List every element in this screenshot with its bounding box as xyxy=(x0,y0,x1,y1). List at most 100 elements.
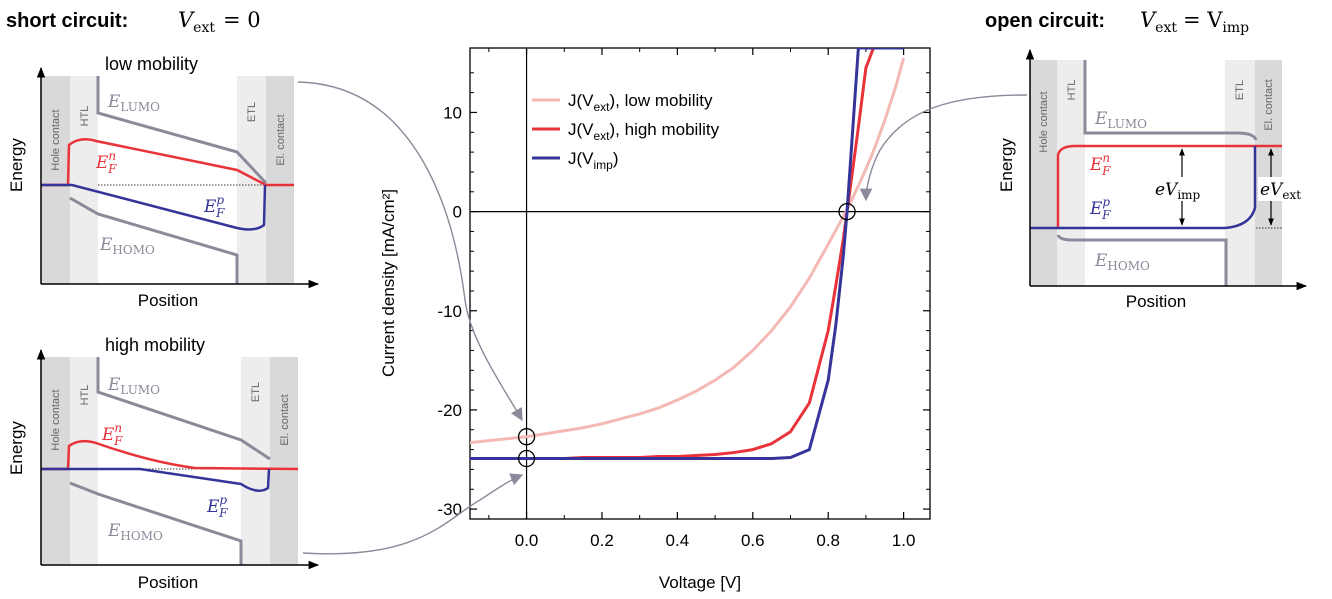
x-tick-label: 0.6 xyxy=(741,531,765,550)
legend-entry: J(Vext), low mobility xyxy=(568,91,713,114)
efn-line xyxy=(41,439,299,471)
band-high-ylabel: Energy xyxy=(7,421,26,475)
efn-label: En F xyxy=(101,421,123,448)
y-tick-label: -10 xyxy=(437,302,462,321)
homo-label: EHOMO xyxy=(1094,251,1150,273)
point-marker xyxy=(517,428,536,446)
efp-label: Ep F xyxy=(203,193,225,220)
band-high-title: high mobility xyxy=(105,335,205,355)
short-circuit-equation: Vext = 0 xyxy=(178,8,261,36)
hole-contact-region xyxy=(41,76,70,284)
etl-region xyxy=(241,357,270,565)
band-open-ylabel: Energy xyxy=(997,138,1016,192)
homo-line xyxy=(1056,234,1228,286)
connector-arrow-low-mobility xyxy=(297,81,523,422)
y-tick-label: -30 xyxy=(437,500,462,519)
open-circuit-title: open circuit: Vext = Vimp xyxy=(985,8,1249,36)
short-circuit-eq-rhs: = 0 xyxy=(223,8,261,32)
series-low-mobility xyxy=(470,57,906,445)
hole-contact-label: Hole contact xyxy=(50,389,62,450)
el-contact-label: El. contact xyxy=(275,114,287,165)
markers xyxy=(517,202,856,468)
efn-label: En F xyxy=(1089,151,1111,178)
point-marker xyxy=(838,202,856,221)
htl-label: HTL xyxy=(79,106,91,127)
short-circuit-label: short circuit: xyxy=(6,10,128,32)
el-contact-label: El. contact xyxy=(279,394,291,445)
lumo-line xyxy=(96,357,271,461)
jv-chart: 0.0 0.2 0.4 0.6 0.8 1.0 -30 -20 -10 0 10 J(Vext),… xyxy=(379,47,931,592)
lumo-line xyxy=(96,76,268,185)
etl-label: ETL xyxy=(250,382,262,402)
band-open-xlabel: Position xyxy=(1126,292,1186,311)
etl-region xyxy=(1225,60,1255,286)
zero-lines xyxy=(470,48,930,519)
band-diagram-high-mobility: Hole contact HTL ETL El. contact high mo… xyxy=(7,335,320,592)
y-tick-label: -20 xyxy=(437,401,462,420)
band-diagram-low-mobility: Hole contact HTL ETL El. contact low mob… xyxy=(7,54,320,310)
y-tick-labels: -30 -20 -10 0 10 xyxy=(437,103,462,519)
legend: J(Vext), low mobility J(Vext), high mobil… xyxy=(532,91,720,172)
connector-arrow-open-circuit xyxy=(859,94,1028,202)
band-low-ylabel: Energy xyxy=(7,138,26,192)
band-low-title: low mobility xyxy=(105,54,198,74)
chart-xlabel: Voltage [V] xyxy=(659,573,741,592)
vext-label: eVext xyxy=(1260,180,1301,202)
short-circuit-title: short circuit: Vext = 0 xyxy=(6,8,261,36)
plot-frame xyxy=(469,47,931,520)
hole-contact-region xyxy=(41,357,70,565)
open-circuit-eq-rhs: = V xyxy=(1183,8,1223,32)
htl-label: HTL xyxy=(79,385,91,406)
y-tick-label: 0 xyxy=(453,203,462,222)
hole-contact-region xyxy=(1030,60,1057,286)
short-circuit-eq-sub: ext xyxy=(193,20,215,36)
open-circuit-equation: Vext = Vimp xyxy=(1140,8,1249,36)
series-j-imp xyxy=(470,48,904,461)
tick-marks xyxy=(470,48,930,519)
efn-line xyxy=(1056,144,1282,228)
x-tick-label: 1.0 xyxy=(892,531,916,550)
open-circuit-eq-var: V xyxy=(1140,8,1157,32)
band-diagram-open-circuit: Hole contact HTL ETL El. contact eVimp e… xyxy=(997,48,1308,311)
homo-line xyxy=(69,481,243,565)
htl-region xyxy=(70,357,98,565)
efp-label: Ep F xyxy=(1089,195,1111,222)
el-contact-label: El. contact xyxy=(1263,79,1275,130)
vext-label-bg xyxy=(1258,177,1308,201)
legend-entry: J(Vimp) xyxy=(568,149,619,172)
x-tick-labels: 0.0 0.2 0.4 0.6 0.8 1.0 xyxy=(515,531,916,550)
lumo-label: ELUMO xyxy=(107,375,160,397)
efp-line xyxy=(1030,146,1257,230)
homo-label: EHOMO xyxy=(107,521,163,543)
x-tick-label: 0.8 xyxy=(816,531,840,550)
etl-label: ETL xyxy=(246,102,258,122)
vimp-label-bg xyxy=(1152,177,1212,201)
open-circuit-label: open circuit: xyxy=(985,10,1105,32)
x-tick-label: 0.4 xyxy=(666,531,690,550)
hole-contact-label: Hole contact xyxy=(50,109,62,170)
lumo-label: ELUMO xyxy=(107,92,160,114)
x-tick-label: 0.2 xyxy=(590,531,614,550)
htl-label: HTL xyxy=(1066,80,1078,101)
efp-line xyxy=(41,467,271,492)
efp-line xyxy=(41,183,267,231)
legend-entry: J(Vext), high mobility xyxy=(568,120,720,143)
etl-label: ETL xyxy=(1234,80,1246,100)
efp-label: Ep F xyxy=(206,493,228,520)
homo-label: EHOMO xyxy=(99,235,155,257)
band-high-xlabel: Position xyxy=(138,573,198,592)
htl-region xyxy=(70,76,98,284)
efn-label: En F xyxy=(95,149,117,176)
vimp-label: eVimp xyxy=(1155,180,1201,202)
el-contact-region xyxy=(270,357,298,565)
short-circuit-eq-var: V xyxy=(178,8,195,32)
lumo-line xyxy=(1083,60,1258,141)
hole-contact-label: Hole contact xyxy=(1038,91,1050,152)
homo-line xyxy=(69,196,239,284)
chart-ylabel: Current density [mA/cm²] xyxy=(379,189,398,377)
efn-line xyxy=(41,137,294,187)
open-circuit-eq-rhs-sub: imp xyxy=(1222,20,1249,36)
open-circuit-eq-sub: ext xyxy=(1155,20,1177,36)
htl-region xyxy=(1057,60,1085,286)
